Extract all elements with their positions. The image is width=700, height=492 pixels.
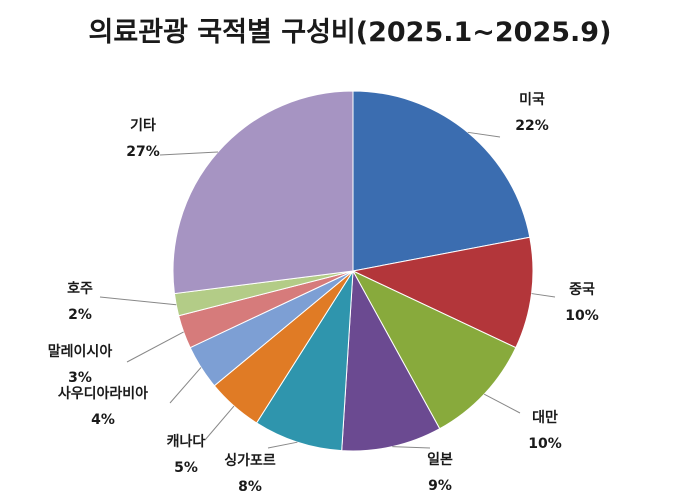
slice-name-label: 미국 (519, 92, 545, 108)
slice-percent-label: 8% (238, 479, 262, 492)
chart-title: 의료관광 국적별 구성비(2025.1~2025.9) (88, 17, 612, 48)
leader-line (99, 296, 177, 306)
pie-slice (341, 269, 441, 452)
slice-name-label: 대만 (532, 410, 558, 426)
slice-name-label: 싱가포르 (224, 453, 276, 469)
leader-line (169, 367, 202, 404)
pie-slice (351, 236, 534, 349)
slice-name-label: 사우디아라비아 (58, 385, 148, 402)
pie-slice (255, 270, 354, 452)
slice-name-label: 캐나다 (167, 434, 206, 450)
slice-percent-label: 27% (126, 144, 160, 160)
pie-slice (352, 90, 531, 272)
pie-slice (351, 269, 517, 430)
leader-line (159, 151, 219, 156)
leader-line (267, 441, 298, 449)
slice-name-label: 말레이시아 (48, 343, 113, 360)
slice-name-label: 일본 (427, 452, 453, 468)
slice-percent-label: 4% (91, 412, 115, 428)
slice-name-label: 기타 (130, 118, 156, 134)
slice-percent-label: 10% (528, 436, 562, 452)
slice-percent-label: 5% (174, 460, 198, 476)
pie-slice (172, 90, 354, 295)
slice-name-label: 중국 (569, 282, 595, 298)
slice-percent-label: 10% (565, 308, 599, 324)
leader-line (392, 446, 431, 449)
leader-line (204, 405, 235, 441)
leader-line (467, 131, 501, 138)
slice-percent-label: 22% (515, 118, 549, 134)
slice-percent-label: 2% (68, 307, 92, 323)
slice-percent-label: 9% (428, 478, 452, 492)
leader-line (531, 293, 556, 298)
leader-line (483, 393, 521, 414)
slice-name-label: 호주 (67, 281, 93, 297)
slice-percent-label: 3% (68, 370, 92, 386)
leader-line (126, 331, 184, 363)
